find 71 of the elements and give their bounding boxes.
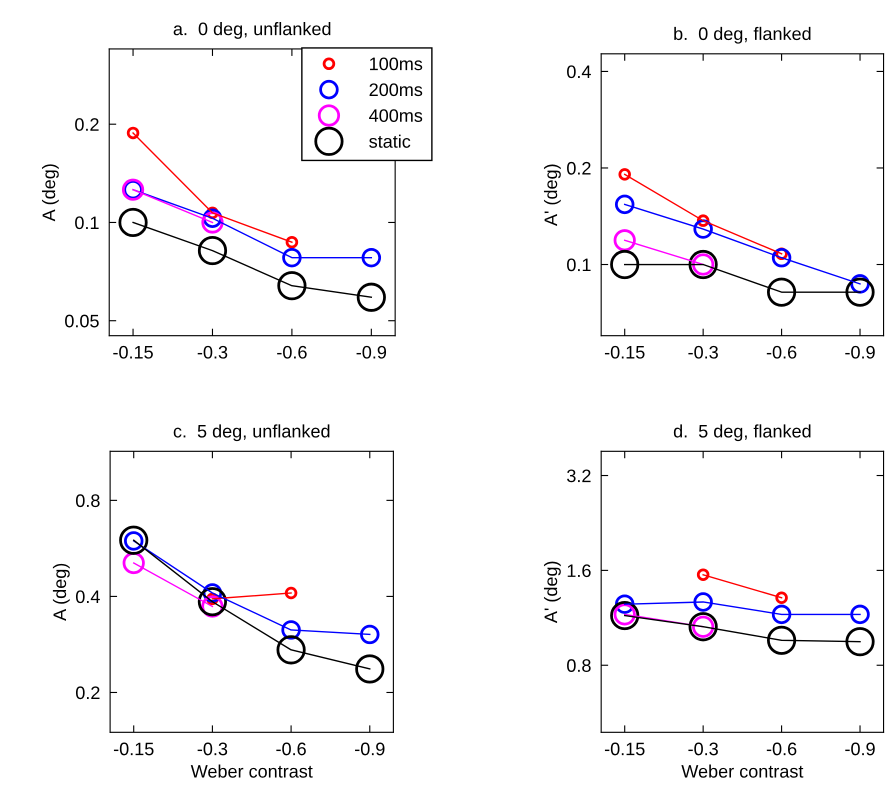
chart-title: a. 0 deg, unflanked [174, 22, 330, 39]
point [772, 248, 792, 268]
point [845, 278, 875, 307]
y-tick-label: 0.05 [65, 314, 99, 328]
point [772, 604, 792, 624]
y-tick-label: 0.8 [567, 659, 591, 672]
x-tick-label: -0.15 [113, 346, 153, 359]
x-tick-label: -0.3 [198, 742, 228, 756]
point [198, 587, 227, 616]
y-axis-title: A (deg) [42, 164, 59, 222]
point [767, 278, 796, 307]
legend-label: static [369, 134, 410, 148]
y-axis-title: A' (deg) [544, 562, 561, 624]
point [286, 236, 298, 248]
point [693, 592, 713, 612]
point [119, 526, 148, 555]
point [614, 229, 636, 252]
x-tick-label: -0.3 [688, 346, 718, 359]
legend-label: 100ms [370, 57, 422, 70]
y-tick-label: 1.6 [568, 564, 591, 578]
point [126, 126, 140, 140]
x-tick-label: -0.6 [766, 346, 796, 359]
point [360, 624, 380, 644]
x-tick-label: -0.9 [355, 742, 384, 756]
x-tick-label: -0.9 [845, 346, 875, 359]
y-axis-title: A' (deg) [544, 164, 561, 226]
point [282, 248, 302, 268]
point [767, 626, 796, 655]
point [284, 586, 298, 600]
y-tick-label: 0.1 [75, 216, 99, 230]
point [355, 654, 384, 684]
point [618, 168, 631, 181]
y-axis-title: A (deg) [52, 564, 70, 621]
point [356, 282, 386, 312]
point [610, 601, 640, 630]
x-tick-label: -0.6 [766, 742, 796, 756]
x-tick-label: -0.3 [688, 742, 718, 756]
legend-label: 200ms [370, 83, 422, 96]
x-tick-label: -0.15 [604, 742, 645, 756]
y-tick-label: 0.4 [76, 590, 100, 604]
point [276, 635, 306, 664]
x-tick-label: -0.6 [276, 742, 306, 756]
x-tick-label: -0.6 [277, 346, 307, 359]
point [362, 248, 382, 268]
x-axis-title: Weber contrast [190, 764, 313, 778]
point [198, 236, 228, 266]
y-tick-label: 3.2 [567, 469, 591, 482]
x-tick-label: -0.15 [604, 346, 645, 359]
chart-title: c. 5 deg, unflanked [174, 424, 330, 442]
y-tick-label: 0.1 [567, 258, 591, 272]
x-axis-title: Weber contrast [681, 764, 804, 778]
point [118, 208, 148, 238]
legend-label: 400ms [369, 109, 422, 122]
y-tick-label: 0.8 [76, 494, 100, 508]
x-tick-label: -0.3 [198, 346, 228, 359]
y-tick-label: 0.2 [567, 162, 591, 175]
point [614, 194, 634, 214]
chart-title: b. 0 deg, flanked [674, 26, 810, 44]
point [775, 592, 788, 604]
point [277, 271, 306, 300]
x-tick-label: -0.9 [845, 742, 875, 756]
x-tick-label: -0.15 [114, 742, 154, 756]
x-tick-label: -0.9 [356, 346, 386, 359]
y-tick-label: 0.2 [75, 118, 99, 131]
point [696, 568, 710, 581]
chart-title: d. 5 deg, flanked [674, 424, 810, 442]
point [845, 627, 875, 656]
y-tick-label: 0.2 [76, 686, 100, 700]
point [610, 250, 640, 280]
point [850, 604, 870, 624]
y-tick-label: 0.4 [567, 65, 591, 78]
